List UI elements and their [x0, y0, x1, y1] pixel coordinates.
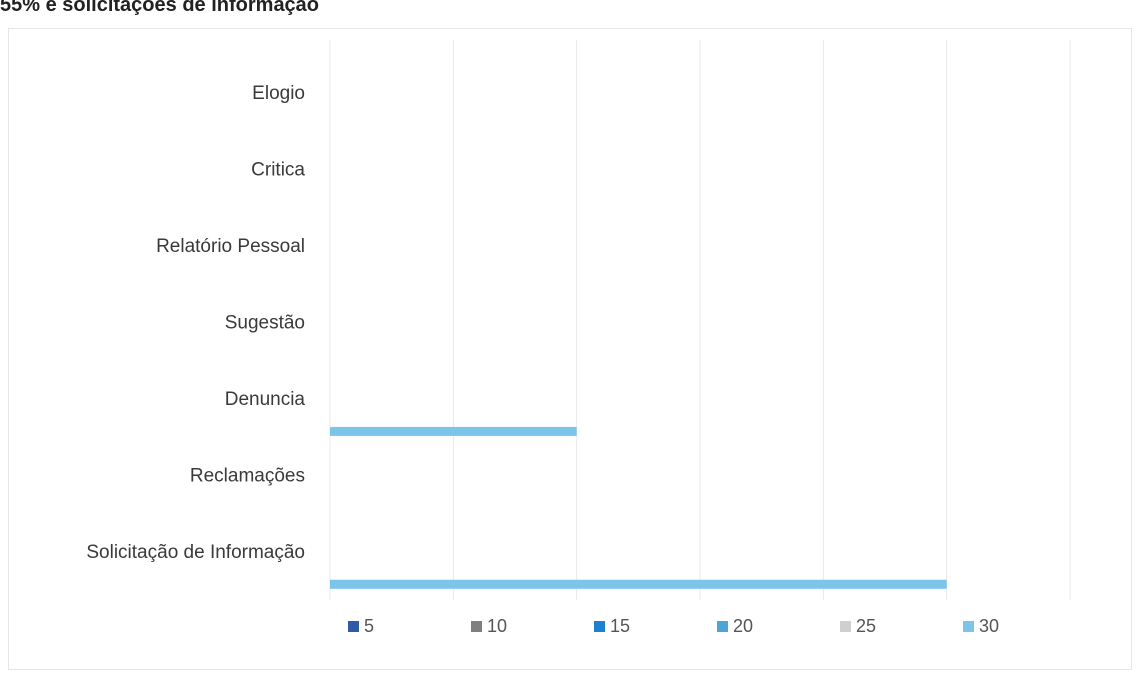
- bar: [330, 426, 577, 436]
- bar: [330, 579, 947, 589]
- legend-label: 20: [733, 616, 753, 636]
- legend-label: 25: [856, 616, 876, 636]
- legend-swatch: [840, 621, 851, 632]
- legend-label: 5: [364, 616, 374, 636]
- legend-label: 30: [979, 616, 999, 636]
- category-label: Critica: [251, 160, 305, 181]
- category-label: Reclamações: [190, 465, 305, 486]
- category-label: Relatório Pessoal: [156, 236, 305, 257]
- category-label: Sugestão: [225, 313, 305, 334]
- legend-swatch: [348, 621, 359, 632]
- category-label: Solicitação de Informação: [86, 542, 305, 563]
- legend-swatch: [963, 621, 974, 632]
- page-title: 55% e solicitações de informação: [0, 0, 320, 16]
- legend-swatch: [594, 621, 605, 632]
- legend: 5 10 15 20 25 30: [348, 616, 999, 636]
- legend-label: 10: [487, 616, 507, 636]
- chart-frame: [8, 28, 1132, 670]
- category-label: Elogio: [252, 83, 305, 104]
- legend-swatch: [717, 621, 728, 632]
- category-label: Denuncia: [225, 389, 306, 410]
- category-labels: Elogio Critica Relatório Pessoal Sugestão De…: [86, 83, 305, 563]
- legend-swatch: [471, 621, 482, 632]
- bars: [330, 426, 947, 589]
- gridlines: [329, 40, 1071, 600]
- legend-label: 15: [610, 616, 630, 636]
